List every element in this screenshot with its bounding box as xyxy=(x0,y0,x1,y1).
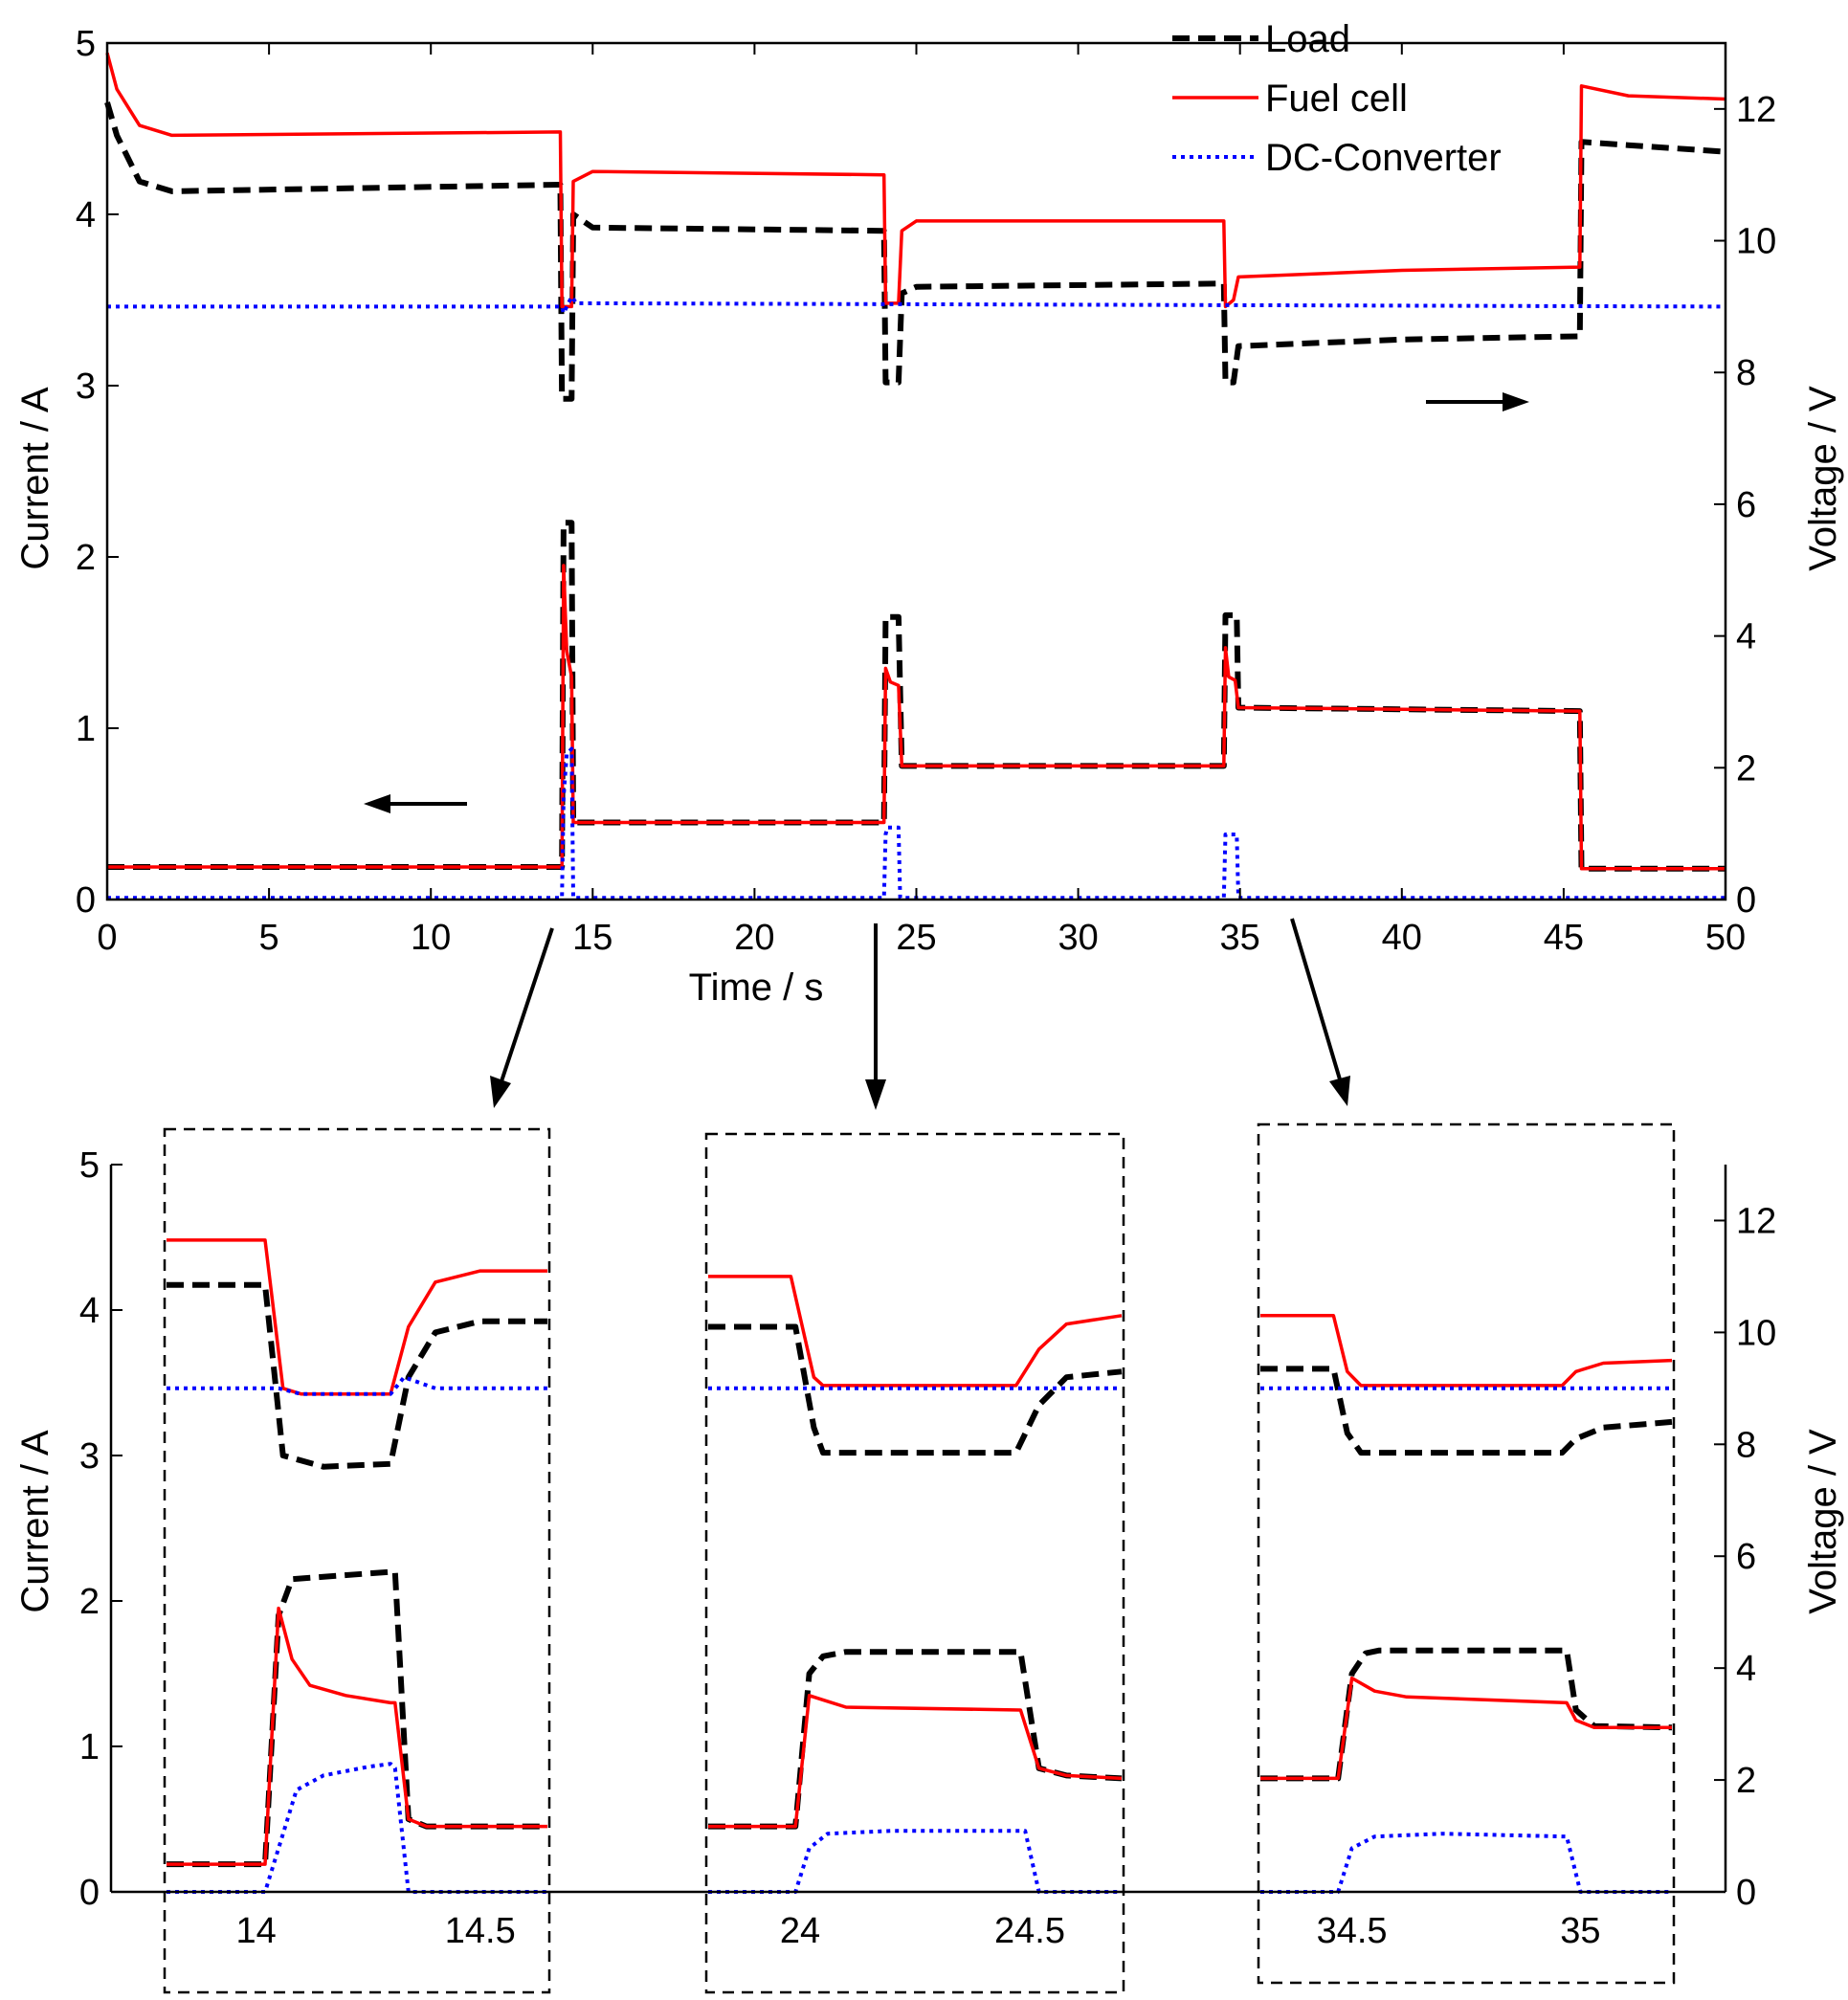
y-tick-label-right: 6 xyxy=(1736,485,1756,525)
series-load-current xyxy=(167,1568,547,1868)
y-tick-label-right: 12 xyxy=(1736,1201,1776,1241)
y-tick-label-right: 4 xyxy=(1736,1649,1756,1689)
y-tick-label-left: 5 xyxy=(76,24,96,64)
series-dc-converter-voltage xyxy=(167,1375,547,1396)
legend-label-fuel-cell: Fuel cell xyxy=(1265,78,1408,120)
series-dc-converter-current xyxy=(1260,1832,1672,1894)
zoom-panel-3: 34.5 35 xyxy=(1257,1122,1676,1985)
y-tick-label-left: 0 xyxy=(79,1873,100,1913)
zoom-frame-3 xyxy=(1257,1122,1676,1985)
y-tick-label-right: 8 xyxy=(1736,353,1756,393)
y-tick-label-right: 6 xyxy=(1736,1537,1756,1577)
zoom-3-axes: 34.5 35 xyxy=(1317,1911,1601,1951)
x-tick-label: 24.5 xyxy=(994,1911,1065,1951)
zoom-3-series-group xyxy=(1260,1314,1673,1894)
series-load-voltage xyxy=(708,1323,1123,1456)
zoom-y-label-right: Voltage / V xyxy=(1802,1429,1844,1614)
y-tick-label-left: 4 xyxy=(79,1291,100,1331)
series-load-voltage xyxy=(104,101,1726,402)
y-tick-label-right: 10 xyxy=(1736,1313,1776,1353)
series-fuel-cell-current xyxy=(708,1694,1123,1829)
zoom-panel-1: 14 14.5 xyxy=(163,1127,551,1994)
series-fuel-cell-voltage xyxy=(708,1275,1123,1388)
x-tick-label: 50 xyxy=(1705,918,1746,958)
main-y-label-right: Voltage / V xyxy=(1802,386,1844,571)
series-fuel-cell-voltage xyxy=(1260,1314,1673,1388)
series-fuel-cell-voltage xyxy=(167,1238,547,1396)
zoom-1-axes: 14 14.5 xyxy=(236,1911,516,1951)
arrow-left-axis xyxy=(364,794,467,813)
y-tick-label-right: 2 xyxy=(1736,748,1756,789)
series-fuel-cell-current xyxy=(167,1606,547,1866)
y-tick-label-left: 0 xyxy=(76,880,96,921)
series-dc-converter-current xyxy=(107,746,1726,900)
legend-label-load: Load xyxy=(1265,18,1350,60)
y-tick-label-right: 8 xyxy=(1736,1425,1756,1465)
zoom-1-series-group xyxy=(167,1238,547,1894)
y-tick-label-left: 2 xyxy=(76,538,96,578)
y-tick-label-right: 0 xyxy=(1736,1873,1756,1913)
legend: Load Fuel cell DC-Converter xyxy=(1172,18,1502,179)
series-fuel-cell-current xyxy=(107,564,1726,871)
x-tick-label: 14.5 xyxy=(445,1911,516,1951)
x-tick-label: 25 xyxy=(896,918,936,958)
arrow-right-axis xyxy=(1426,392,1529,411)
x-tick-label: 35 xyxy=(1220,918,1260,958)
zoom-panel-2: 24 24.5 xyxy=(704,1132,1125,1994)
y-tick-label-left: 3 xyxy=(76,367,96,407)
series-load-voltage xyxy=(1260,1366,1673,1456)
x-tick-label: 30 xyxy=(1058,918,1098,958)
series-load-current xyxy=(708,1649,1123,1830)
zoom-2-axes: 24 24.5 xyxy=(780,1911,1065,1951)
x-tick-label: 35 xyxy=(1560,1911,1600,1951)
y-tick-label-left: 5 xyxy=(79,1145,100,1186)
x-tick-label: 34.5 xyxy=(1317,1911,1388,1951)
zoom-frame-1 xyxy=(163,1127,551,1994)
y-tick-label-left: 2 xyxy=(79,1582,100,1622)
zoom-arrow-2 xyxy=(865,923,886,1110)
y-tick-label-right: 0 xyxy=(1736,880,1756,921)
y-tick-label-left: 3 xyxy=(79,1436,100,1477)
legend-label-dc-converter: DC-Converter xyxy=(1265,137,1502,179)
y-tick-label-left: 1 xyxy=(79,1727,100,1767)
x-tick-label: 45 xyxy=(1544,918,1584,958)
y-tick-label-right: 2 xyxy=(1736,1761,1756,1801)
y-tick-label-right: 12 xyxy=(1736,90,1776,130)
x-tick-label: 24 xyxy=(780,1911,820,1951)
series-fuel-cell-current xyxy=(1260,1676,1672,1781)
zoom-frame-2 xyxy=(704,1132,1125,1994)
series-dc-converter-current xyxy=(167,1762,547,1894)
y-tick-label-right: 4 xyxy=(1736,617,1756,657)
y-tick-label-right: 10 xyxy=(1736,222,1776,262)
x-tick-label: 15 xyxy=(572,918,612,958)
x-tick-label: 10 xyxy=(411,918,451,958)
main-series-group xyxy=(104,52,1726,900)
zoom-arrow-1 xyxy=(490,927,554,1108)
zoom-arrow-3 xyxy=(1290,918,1350,1106)
x-tick-label: 0 xyxy=(97,918,117,958)
series-load-voltage xyxy=(167,1281,547,1470)
main-y-label-left: Current / A xyxy=(14,387,56,570)
y-tick-label-left: 4 xyxy=(76,195,96,235)
series-fuel-cell-voltage xyxy=(105,52,1726,309)
zoom-y-label-left: Current / A xyxy=(14,1430,56,1613)
x-tick-label: 5 xyxy=(259,918,279,958)
main-x-label: Time / s xyxy=(689,967,824,1009)
series-dc-converter-voltage xyxy=(107,295,1726,316)
zoom-2-series-group xyxy=(708,1275,1123,1894)
series-dc-converter-current xyxy=(708,1829,1122,1894)
series-load-current xyxy=(1260,1647,1673,1782)
y-tick-label-left: 1 xyxy=(76,709,96,749)
series-load-current xyxy=(107,520,1726,872)
x-tick-label: 14 xyxy=(236,1911,277,1951)
x-tick-label: 40 xyxy=(1382,918,1422,958)
x-tick-label: 20 xyxy=(734,918,774,958)
